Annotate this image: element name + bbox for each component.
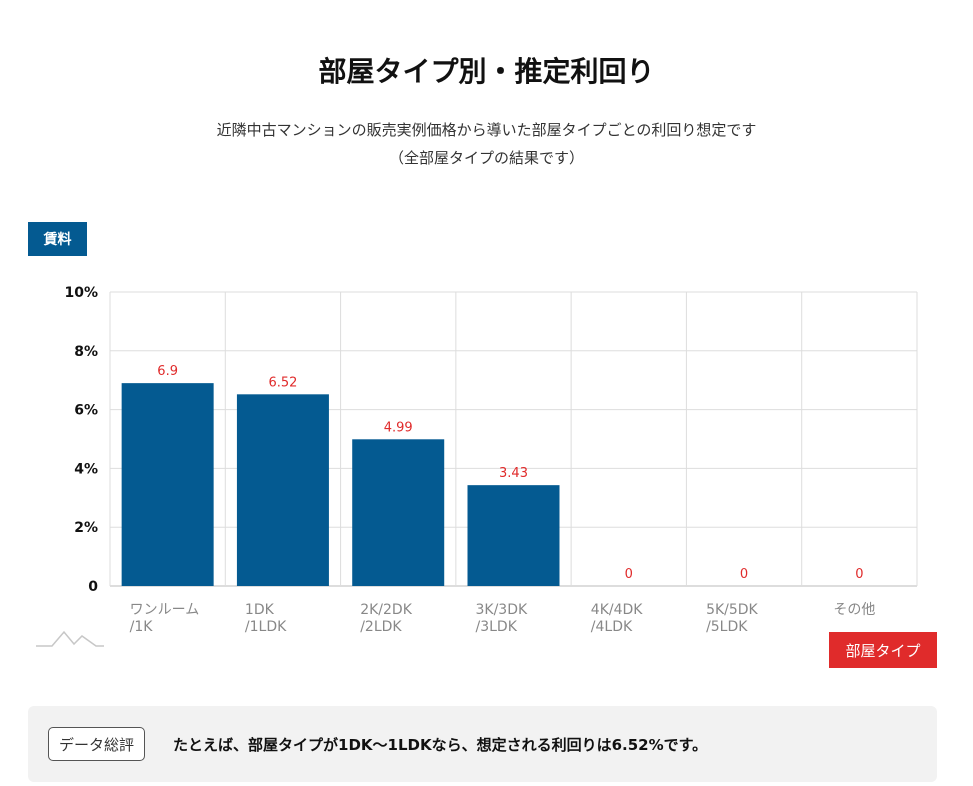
decor-layer — [36, 630, 104, 647]
y-axis-badge: 賃料 — [28, 222, 87, 256]
bar-chart: 0 2% 4% 6% 8% 10% 6.9 ワンルーム/1K 6.52 1DK/1LDK 4.99 2… — [36, 285, 918, 647]
chart-subtitle: 近隣中古マンションの販売実例価格から導いた部屋タイプごとの利回り想定です （全部… — [0, 116, 973, 172]
bar — [467, 485, 560, 586]
x-axis-badge: 部屋タイプ — [829, 632, 937, 668]
x-tick-label: ワンルーム/1K — [130, 602, 200, 635]
chart-title: 部屋タイプ別・推定利回り — [318, 55, 655, 88]
subtitle-line-2: （全部屋タイプの結果です） — [388, 149, 584, 167]
summary-text: たとえば、部屋タイプが1DK〜1LDKなら、想定される利回りは6.52%です。 — [173, 735, 708, 754]
data-summary-box: データ総評 たとえば、部屋タイプが1DK〜1LDKなら、想定される利回りは6.5… — [28, 706, 937, 782]
bar-value-label: 4.99 — [384, 420, 413, 435]
y-tick-label: 0 — [88, 579, 98, 595]
bar — [352, 439, 445, 586]
bar-layer — [121, 383, 560, 586]
y-tick-label: 10% — [64, 285, 98, 301]
x-tick-label: 4K/4DK/4LDK — [591, 602, 643, 635]
x-tick-label: 1DK/1LDK — [245, 602, 287, 635]
bar-value-label: 0 — [855, 567, 863, 582]
bar-value-label: 6.52 — [268, 375, 297, 390]
y-tick-label: 4% — [74, 461, 98, 477]
bar — [236, 394, 329, 586]
label-layer: 0 2% 4% 6% 8% 10% 6.9 ワンルーム/1K 6.52 1DK/1LDK 4.99 2… — [64, 285, 875, 635]
y-tick-label: 8% — [74, 344, 98, 360]
subtitle-line-1: 近隣中古マンションの販売実例価格から導いた部屋タイプごとの利回り想定です — [216, 121, 757, 139]
x-tick-label: その他 — [833, 602, 875, 618]
y-tick-label: 2% — [74, 520, 98, 536]
x-tick-label: 3K/3DK/3LDK — [476, 602, 528, 635]
bar-value-label: 6.9 — [157, 364, 178, 379]
bar-value-label: 0 — [625, 567, 633, 582]
x-tick-label: 5K/5DK/5LDK — [706, 602, 758, 635]
x-tick-label: 2K/2DK/2LDK — [360, 602, 412, 635]
y-tick-label: 6% — [74, 403, 98, 419]
mountain-icon — [36, 630, 104, 647]
bar-value-label: 0 — [740, 567, 748, 582]
bar-value-label: 3.43 — [499, 466, 528, 481]
bar — [121, 383, 214, 586]
summary-tag: データ総評 — [48, 727, 146, 761]
